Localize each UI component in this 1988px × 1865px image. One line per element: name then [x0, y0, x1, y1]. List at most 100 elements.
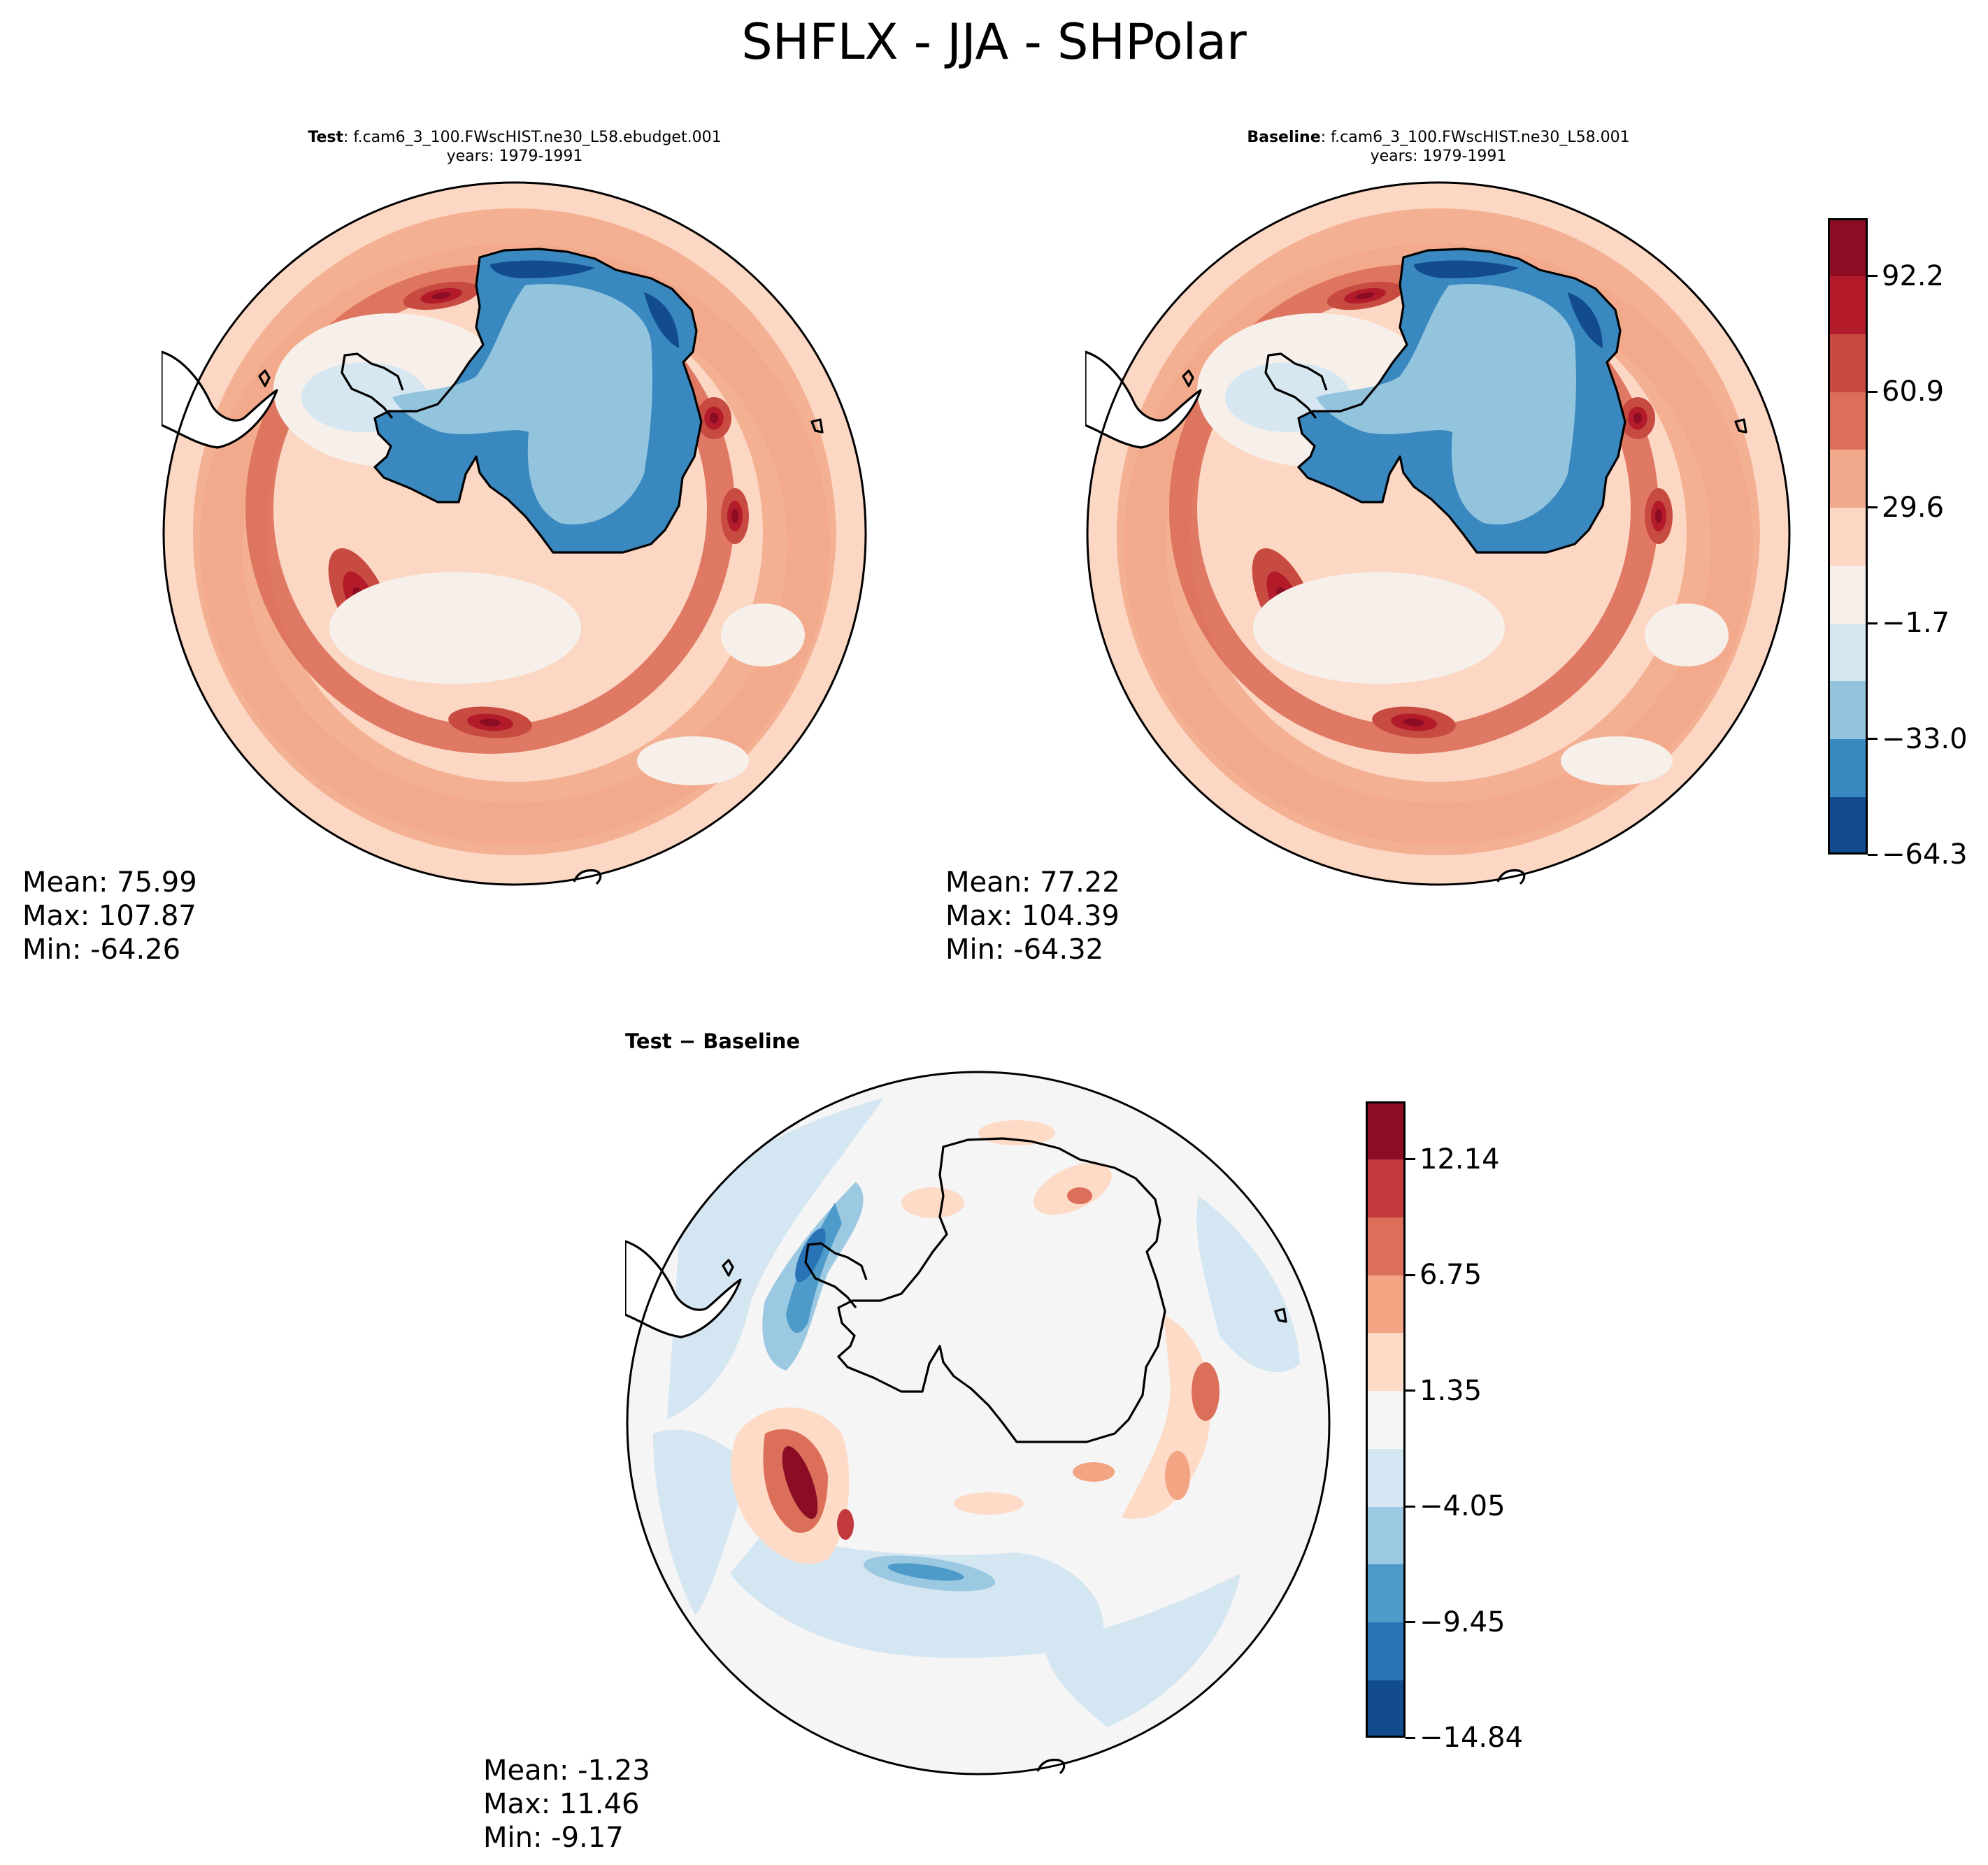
positive-region — [1034, 1162, 1112, 1215]
baseline-stats: Mean: 77.22 Max: 104.39 Min: -64.32 — [945, 866, 1120, 966]
diff-stats: Mean: -1.23 Max: 11.46 Min: -9.17 — [483, 1754, 650, 1855]
diff-panel-title: Test − Baseline — [625, 1029, 801, 1053]
negative-region — [653, 1429, 751, 1615]
colorbar-segment — [1366, 1101, 1406, 1160]
south-america-coastline — [1085, 350, 1202, 449]
test-panel-title: Test: f.cam6_3_100.FWscHIST.ne30_L58.ebu… — [165, 128, 864, 166]
map-boundary — [162, 181, 867, 886]
main-colorbar: −64.3 −33.0 −1.7 29.6 60.9 92.2 — [1828, 218, 1968, 869]
continent-interior — [1316, 284, 1576, 524]
colorbar-tick-label: 92.2 — [1882, 259, 1945, 292]
peninsula-coastline — [1264, 352, 1328, 419]
negative-streak-core — [887, 1563, 964, 1581]
island-coastline — [258, 369, 271, 387]
colorbar-tick — [1868, 738, 1878, 741]
diff-mean: Mean: -1.23 — [483, 1755, 650, 1787]
continent-coldest — [1414, 260, 1603, 348]
colorbar-tick-label: 29.6 — [1882, 491, 1945, 524]
diff-colorbar: −14.84 −9.45 −4.05 1.35 6.75 12.14 — [1366, 1101, 1523, 1752]
colorbar-tick-label: 6.75 — [1420, 1259, 1482, 1292]
hot-spot-peak — [480, 718, 501, 727]
island-coastline — [1274, 1308, 1287, 1323]
test-max: Max: 107.87 — [22, 900, 196, 932]
test-mean: Mean: 75.99 — [22, 866, 197, 899]
island-coastline — [1734, 418, 1747, 434]
peninsula-coastline — [341, 352, 404, 419]
hot-spot-peak — [709, 413, 719, 424]
colorbar-tick — [1868, 506, 1878, 509]
test-polar-map — [162, 181, 867, 886]
colorbar-tick — [1406, 1158, 1415, 1161]
colorbar-tick — [1868, 275, 1878, 278]
colorbar-segment — [1828, 565, 1868, 624]
neutral-region — [1645, 603, 1729, 666]
colorbar-tick — [1868, 622, 1878, 624]
island-coastline — [810, 418, 824, 434]
colorbar-tick-label: −64.3 — [1882, 838, 1968, 871]
colorbar-tick — [1406, 1505, 1415, 1508]
colorbar-tick — [1406, 1389, 1415, 1392]
south-america-coastline — [162, 350, 278, 449]
contour-field — [164, 183, 866, 885]
colorbar-tick-label: −1.7 — [1882, 607, 1950, 640]
hot-spot-peak — [431, 292, 451, 300]
colorbar-tick — [1868, 853, 1878, 856]
colorbar-segment — [1828, 796, 1868, 855]
colorbar-tick-label: −4.05 — [1420, 1490, 1506, 1523]
hot-spot-peak — [1403, 718, 1424, 727]
colorbar-tick — [1406, 1736, 1415, 1739]
colorbar-segment — [1366, 1448, 1406, 1507]
contour-field — [1087, 183, 1789, 885]
hot-spot-peak — [1633, 413, 1643, 424]
colorbar-segment — [1366, 1564, 1406, 1623]
negative-region — [1196, 1196, 1300, 1373]
colorbar-tick-label: −14.84 — [1420, 1722, 1524, 1754]
test-stats: Mean: 75.99 Max: 107.87 Min: -64.26 — [22, 866, 197, 966]
test-years: years: 1979-1991 — [446, 148, 583, 165]
hot-spot-peak — [1355, 292, 1375, 300]
contour-field — [627, 1072, 1329, 1774]
colorbar-segment — [1366, 1275, 1406, 1334]
colorbar-segment — [1828, 738, 1868, 797]
coastlines — [162, 248, 824, 885]
colorbar-segment — [1828, 507, 1868, 566]
neutral-region — [329, 572, 581, 684]
positive-core — [1067, 1187, 1092, 1204]
coastlines — [625, 1137, 1287, 1775]
colorbar-tick — [1406, 1621, 1415, 1624]
diff-min: Min: -9.17 — [483, 1822, 624, 1854]
baseline-min: Min: -64.32 — [945, 934, 1104, 966]
antarctica-coastline — [373, 248, 703, 554]
colorbar-segment — [1366, 1390, 1406, 1449]
colorbar-segment — [1366, 1332, 1406, 1392]
baseline-case-name: : f.cam6_3_100.FWscHIST.ne30_L58.001 — [1320, 129, 1630, 146]
colorbar-frame — [1828, 218, 1868, 855]
positive-core — [1073, 1462, 1115, 1482]
baseline-mean: Mean: 77.22 — [945, 866, 1120, 899]
continent-interior — [392, 284, 652, 524]
hot-spot-peak — [1655, 509, 1662, 523]
colorbar-tick-label: −33.0 — [1882, 722, 1968, 755]
test-label: Test — [308, 129, 344, 146]
colorbar-tick — [1406, 1273, 1415, 1276]
baseline-label: Baseline — [1247, 129, 1321, 146]
baseline-years: years: 1979-1991 — [1370, 148, 1507, 165]
map-boundary — [1086, 181, 1791, 886]
baseline-max: Max: 104.39 — [945, 900, 1120, 932]
peninsula-coastline — [804, 1242, 868, 1308]
colorbar-segment — [1366, 1506, 1406, 1565]
baseline-polar-map — [1085, 181, 1791, 886]
colorbar-frame — [1366, 1101, 1406, 1738]
colorbar-segment — [1828, 623, 1868, 682]
colorbar-tick-label: 60.9 — [1882, 376, 1945, 408]
neutral-region — [637, 736, 749, 785]
colorbar-segment — [1828, 218, 1868, 277]
positive-peak — [782, 1445, 818, 1520]
colorbar-tick — [1868, 390, 1878, 393]
negative-region — [1045, 1573, 1240, 1727]
colorbar-segment — [1366, 1217, 1406, 1276]
negative-streak-peak — [795, 1228, 826, 1282]
neutral-region — [1561, 736, 1673, 785]
antarctica-coastline — [837, 1137, 1166, 1443]
